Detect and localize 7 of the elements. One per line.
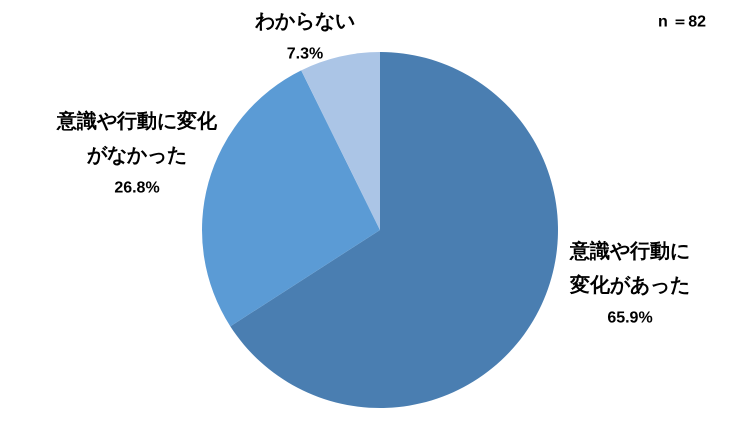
data-label: 65.9% [607, 309, 653, 326]
data-label: 7.3% [286, 45, 324, 62]
slice-label: 意識や行動に変化がなかった [56, 110, 218, 167]
data-label: 26.8% [114, 179, 160, 196]
slice-label: 意識や行動に変化があった [569, 240, 690, 297]
slice-label: わからない [254, 10, 355, 33]
text: n ＝82 [658, 13, 706, 30]
